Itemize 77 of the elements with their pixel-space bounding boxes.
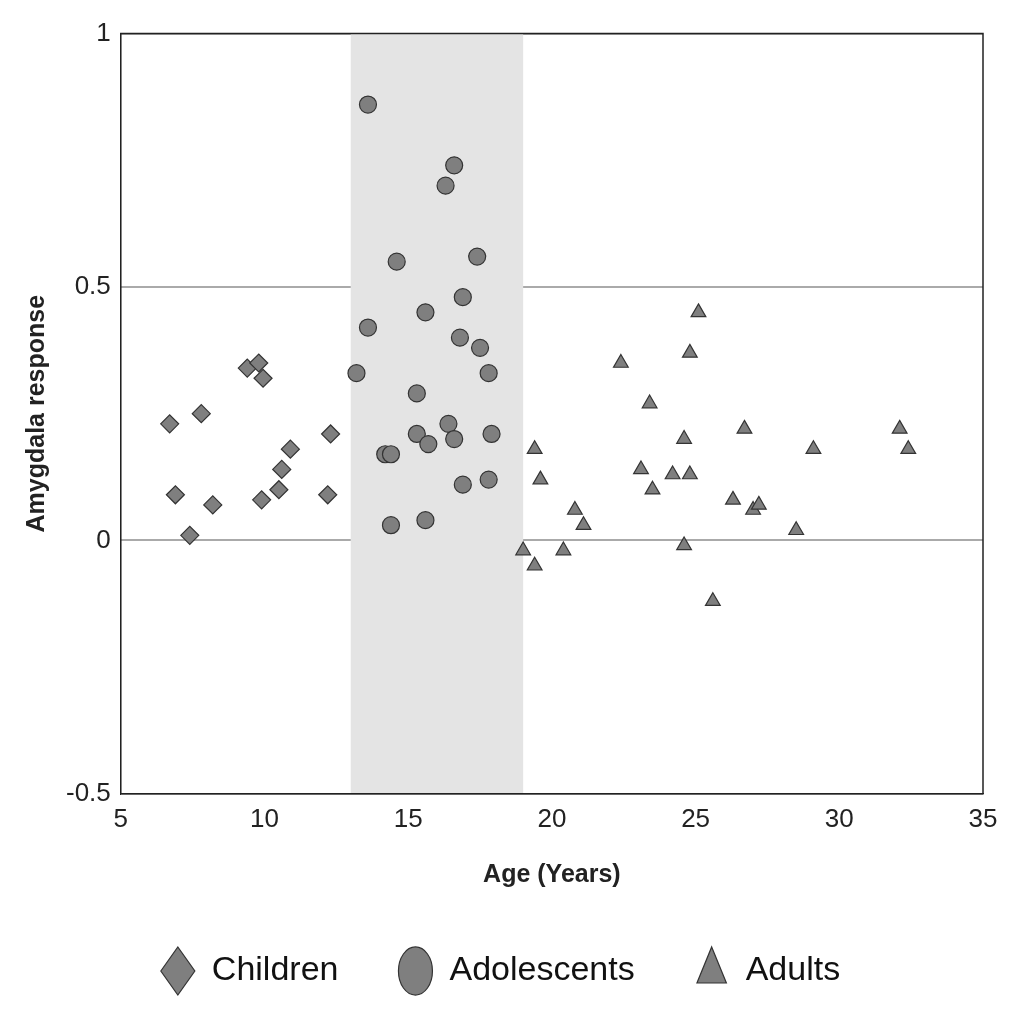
point (468, 247, 487, 266)
point (788, 521, 805, 536)
point (387, 252, 406, 271)
point (180, 525, 200, 545)
x-tick-label: 35 (968, 802, 998, 833)
point (805, 440, 822, 455)
point (453, 475, 472, 494)
point (407, 424, 426, 444)
point (165, 485, 186, 505)
legend-label: Adolescents (449, 949, 635, 988)
point (644, 480, 661, 495)
point (381, 516, 401, 535)
point (252, 490, 272, 510)
point (641, 394, 658, 409)
y-tick-label: -0.5 (65, 776, 111, 807)
point (272, 459, 292, 480)
point (575, 516, 592, 531)
x-tick-label: 5 (113, 802, 129, 833)
point (704, 592, 721, 607)
point (358, 95, 378, 114)
point (445, 156, 464, 175)
point (191, 404, 211, 424)
point (736, 419, 753, 434)
point (482, 424, 501, 444)
point (280, 439, 300, 459)
point (633, 460, 649, 475)
point (249, 353, 269, 373)
point (676, 536, 693, 551)
point (416, 303, 435, 322)
point (439, 414, 458, 433)
point (445, 429, 464, 449)
point (750, 495, 767, 510)
point (160, 414, 180, 434)
point (347, 364, 366, 383)
point (321, 424, 341, 444)
point (526, 556, 543, 571)
point (566, 500, 583, 515)
point (436, 176, 455, 195)
y-tick-label: 1 (96, 16, 111, 47)
point (690, 303, 707, 318)
point (419, 435, 438, 454)
point (470, 338, 490, 357)
point (532, 470, 549, 485)
y-tick-label: 0 (96, 523, 111, 554)
x-tick-label: 15 (393, 802, 423, 833)
legend-label: Children (211, 949, 339, 988)
x-tick-label: 30 (824, 802, 854, 833)
point (453, 288, 472, 307)
y-tick-label: 0.5 (74, 270, 111, 301)
point (681, 343, 698, 358)
x-tick-label: 20 (537, 802, 567, 833)
point (269, 480, 289, 500)
point (381, 445, 401, 464)
point (479, 470, 498, 489)
point (555, 541, 572, 556)
point (526, 440, 543, 455)
x-tick-label: 10 (250, 802, 279, 833)
point (676, 429, 693, 444)
point (358, 318, 378, 337)
point (612, 353, 629, 368)
point (318, 485, 338, 505)
legend-label: Adults (745, 949, 841, 988)
point (253, 368, 273, 388)
point (479, 364, 498, 383)
point (681, 465, 698, 480)
point (900, 440, 917, 455)
point (664, 465, 681, 480)
point (891, 419, 908, 434)
y-axis-title: Amygdala response (20, 294, 49, 533)
x-tick-label: 25 (681, 802, 711, 833)
x-axis-title: Age (Years) (483, 858, 621, 887)
point (407, 384, 426, 403)
point (725, 490, 741, 505)
point (203, 495, 223, 515)
point (450, 328, 470, 347)
point (515, 541, 532, 556)
point (416, 511, 435, 530)
